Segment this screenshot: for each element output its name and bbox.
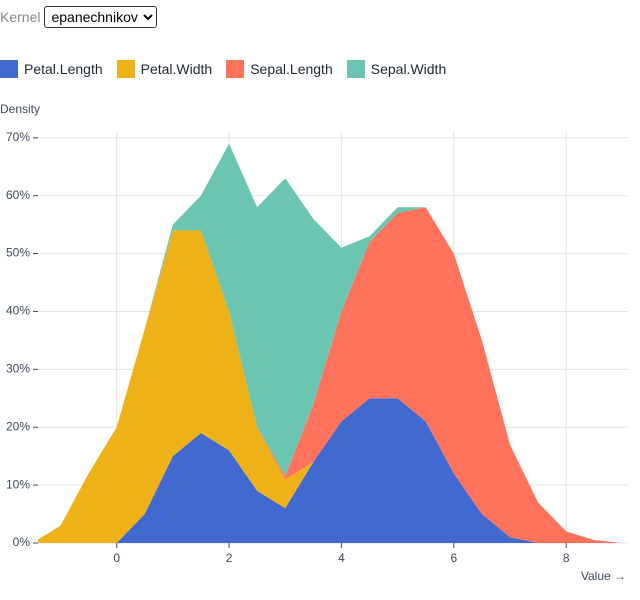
y-tick-label: 20%: [6, 419, 30, 433]
legend-swatch: [226, 60, 245, 78]
y-tick-label: 40%: [6, 304, 30, 318]
areas: [38, 143, 623, 543]
y-tick-label: 50%: [6, 246, 30, 260]
legend-item: Petal.Width: [116, 60, 213, 78]
x-tick-label: 8: [563, 551, 570, 565]
legend-label: Sepal.Length: [250, 61, 333, 77]
legend-item: Sepal.Width: [346, 60, 447, 78]
y-axis-label: Density: [0, 102, 40, 116]
legend-swatch: [346, 60, 365, 78]
x-tick-label: 6: [450, 551, 457, 565]
x-tick-label: 2: [226, 551, 233, 565]
legend-label: Sepal.Width: [370, 61, 447, 77]
kernel-select[interactable]: epanechnikov: [44, 6, 158, 28]
area: [38, 398, 623, 543]
legend-swatch: [0, 60, 18, 78]
y-tick-label: 10%: [6, 477, 30, 491]
legend: Petal.Length Petal.Width Sepal.Length Sepal…: [0, 60, 446, 78]
legend-label: Petal.Length: [24, 61, 103, 77]
kernel-control: Kernel epanechnikov: [0, 6, 158, 28]
y-tick-label: 30%: [6, 362, 30, 376]
x-tick-label: 4: [338, 551, 345, 565]
kernel-label: Kernel: [0, 9, 41, 25]
legend-label: Petal.Width: [140, 61, 213, 77]
area: [38, 230, 623, 543]
y-tick-label: 70%: [6, 130, 30, 144]
y-tick-label: 0%: [13, 535, 31, 549]
legend-item: Petal.Length: [0, 60, 103, 78]
area: [38, 143, 623, 543]
y-tick-label: 60%: [6, 188, 30, 202]
area: [38, 207, 623, 543]
x-axis-label: Value →: [581, 569, 626, 583]
legend-item: Sepal.Length: [226, 60, 333, 78]
x-tick-label: 0: [113, 551, 120, 565]
legend-swatch: [116, 60, 135, 78]
